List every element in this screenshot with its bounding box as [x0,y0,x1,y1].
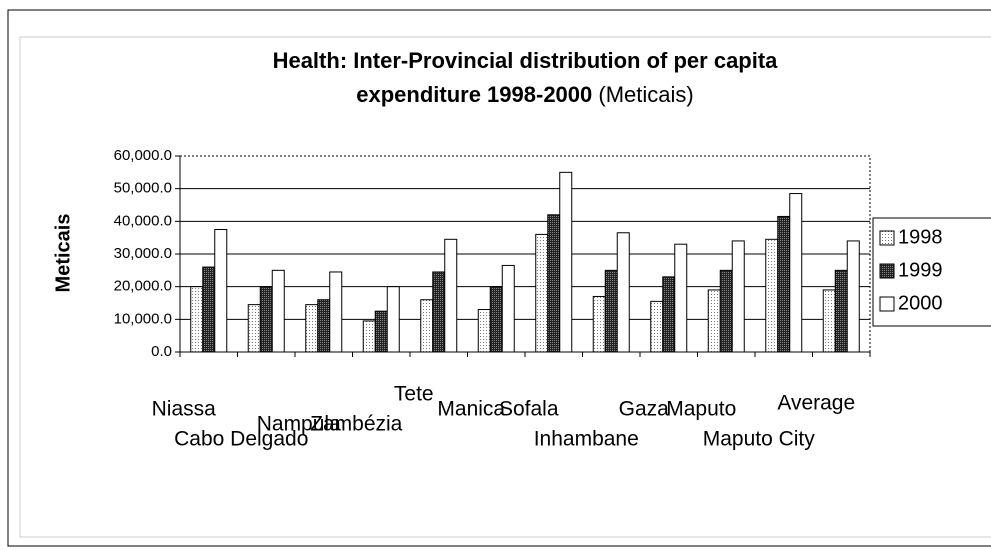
bar [592,295,606,353]
x-tick-label: Zambézia [310,413,403,436]
bar [846,240,860,353]
legend-swatch [879,263,895,279]
chart-border [7,9,991,547]
x-tick-label: Maputo [666,398,736,421]
bar [650,300,664,353]
chart-area-border [19,36,991,538]
bar [247,304,261,353]
bar [535,233,549,353]
x-tick-label: Gaza [619,398,670,421]
bar [559,171,573,353]
y-axis-label: Meticais [52,214,74,293]
y-tick-label: 30,000.0 [114,245,172,262]
x-tick-label: Nampula [257,413,341,436]
bar [707,289,721,353]
bar [305,304,319,353]
x-tick-label: Tete [394,383,434,406]
bar [731,240,745,353]
bar [822,289,836,353]
x-tick-label: Average [777,392,855,415]
bar [501,264,515,353]
bar [789,193,803,353]
y-tick-label: 60,000.0 [114,147,172,164]
y-tick-label: 50,000.0 [114,180,172,197]
y-tick-label: 10,000.0 [114,310,172,327]
chart-title: Health: Inter-Provincial distribution of… [273,48,779,73]
legend-label: 1998 [898,226,943,248]
y-tick-label: 0.0 [151,343,172,360]
bar [190,286,204,353]
bar [362,320,376,353]
bar [489,286,503,353]
legend-swatch [879,296,895,312]
bar [271,269,285,353]
x-tick-label: Inhambane [534,428,639,451]
bar [202,266,216,353]
x-tick-label: Sofala [499,398,559,421]
title-unit: (Meticais) [598,82,693,107]
y-tick-label: 20,000.0 [114,278,172,295]
bar [662,276,676,353]
x-tick-label: Niassa [152,398,217,421]
chart-title: expenditure 1998-2000 [356,82,592,107]
bar [719,269,733,353]
x-tick-label: Manica [437,398,505,421]
bar [777,215,791,353]
x-tick-label: Maputo City [703,428,816,451]
bar [477,309,491,353]
bar [604,269,618,353]
x-tick-label: Cabo Delgado [174,428,308,451]
bar [765,238,779,353]
y-tick-label: 40,000.0 [114,212,172,229]
bar [386,286,400,353]
bar [432,271,446,353]
chart-title: expenditure 1998-2000 (Meticais) [356,82,694,107]
bar [420,299,434,353]
bar [374,310,388,353]
bar [259,286,273,353]
bar [444,238,458,353]
bar [214,229,228,353]
legend-label: 1999 [898,259,943,281]
legend-label: 2000 [898,292,943,314]
bar [317,299,331,353]
legend-box [872,217,991,327]
bar [616,232,630,353]
bar [674,243,688,353]
bar [329,271,343,353]
bar [547,214,561,353]
bar [834,269,848,353]
legend-swatch [879,230,895,246]
